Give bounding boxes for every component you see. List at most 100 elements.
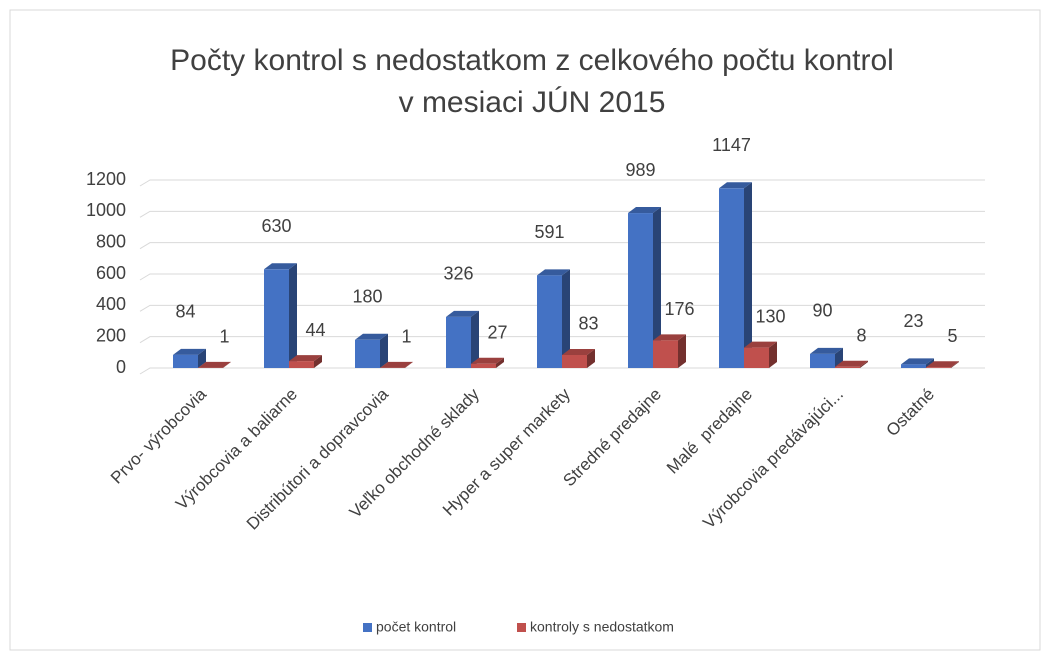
bar [719,182,752,368]
bar-front [446,316,471,368]
bar-top [198,361,231,368]
bar-front [562,354,587,368]
bar-side [405,361,413,368]
grid-line [139,273,985,281]
data-label: 1 [219,327,229,347]
bar-top [471,357,504,364]
bar-top [355,333,388,340]
bar-side [769,341,777,368]
bar-front [926,367,951,368]
bar-side [951,361,959,368]
bar-front [835,366,860,368]
bar [264,263,297,368]
bar-top [810,347,843,354]
bar [810,347,843,368]
y-tick-label: 800 [96,231,126,251]
bar-side [860,360,868,368]
y-tick-label: 1200 [86,169,126,189]
chart-border [9,9,1041,651]
bar-side [562,269,570,368]
bar-side [587,348,595,368]
bar-top [446,310,479,317]
data-label: 630 [261,216,291,236]
bar-side [289,263,297,368]
bar [653,334,686,368]
legend-swatch [363,623,372,632]
bar [926,361,959,368]
bar-top [926,361,959,368]
bar-top [380,361,413,368]
bar-top [289,355,322,362]
bar [537,269,570,368]
bar [901,358,934,368]
bar [471,357,504,368]
bar [562,348,595,368]
data-label: 23 [903,311,923,331]
bar [744,341,777,368]
bar-top [744,341,777,348]
bar-front [471,363,496,368]
data-label: 8 [856,325,866,345]
data-label: 130 [755,306,785,326]
legend-label: počet kontrol [376,619,456,635]
bar-top [628,207,661,214]
bar-top [719,182,752,189]
bar-front [289,361,314,368]
bar [446,310,479,368]
bar-side [471,310,479,368]
bar-side [678,334,686,368]
bar-top [537,269,570,276]
bar-front [810,353,835,368]
bar-top [264,263,297,270]
bar-side [314,355,322,368]
bar-front [173,354,198,368]
bar-front [537,275,562,368]
data-label: 84 [175,302,195,322]
y-tick-label: 400 [96,294,126,314]
y-tick-label: 600 [96,263,126,283]
y-tick-label: 0 [116,357,126,377]
data-label: 90 [812,301,832,321]
bar-front [901,364,926,368]
bar-side [653,207,661,368]
grid-line [139,179,985,187]
bar-front [355,339,380,368]
bar-top [901,358,934,365]
bar [173,348,206,368]
grid-line [139,304,985,312]
bar-top [562,348,595,355]
data-label: 5 [947,326,957,346]
bar-side [744,182,752,368]
bar-side [198,348,206,368]
data-label: 591 [534,222,564,242]
bar-front [653,340,678,368]
bar-side [926,358,934,368]
data-label: 83 [578,314,598,334]
chart-title: Počty kontrol s nedostatkom z celkového … [170,44,894,77]
grid-line [139,367,985,375]
bar [628,207,661,368]
bar-top [173,348,206,355]
data-label: 176 [664,299,694,319]
bar-side [380,333,388,368]
bar-front [719,188,744,368]
bar-side [223,361,231,368]
y-tick-label: 1000 [86,200,126,220]
bar [835,360,868,368]
grid-line [139,242,985,250]
bar-front [744,347,769,368]
bar [355,333,388,368]
bar [198,361,231,368]
grid-line [139,210,985,218]
legend-label: kontroly s nedostatkom [530,619,674,635]
bar-side [496,357,504,368]
y-tick-label: 200 [96,325,126,345]
data-label: 989 [625,160,655,180]
bar-top [653,334,686,341]
bar-top [835,360,868,367]
legend-swatch [517,623,526,632]
data-label: 27 [487,323,507,343]
data-label: 44 [305,320,325,340]
bar-front [264,269,289,368]
